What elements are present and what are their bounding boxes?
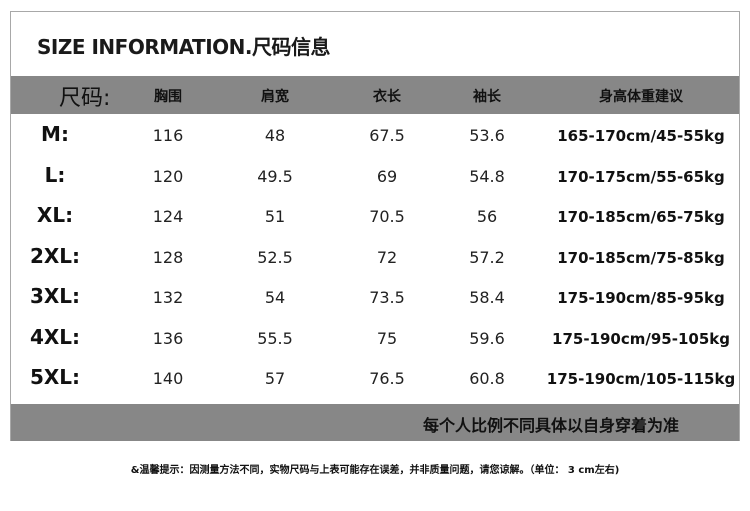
cell-sleeve: 57.2 — [469, 247, 505, 267]
cell-chest: 116 — [152, 126, 184, 145]
cell-size: 5XL: — [29, 365, 81, 389]
cell-size: XL: — [36, 203, 74, 227]
cell-size: 3XL: — [29, 284, 81, 308]
cell-chest: 124 — [152, 207, 184, 226]
cell-recommendation: 175-190cm/85-95kg — [557, 289, 725, 307]
cell-shoulder: 49.5 — [257, 166, 293, 186]
footer-bar: 每个人比例不同具体以自身穿着为准 — [11, 404, 739, 441]
cell-length: 75 — [376, 328, 398, 348]
cell-chest: 128 — [152, 247, 184, 267]
cell-length: 73.5 — [369, 288, 405, 307]
cell-sleeve: 53.6 — [469, 126, 505, 145]
cell-recommendation: 165-170cm/45-55kg — [557, 127, 725, 145]
cell-size: 2XL: — [29, 243, 81, 268]
cell-sleeve: 54.8 — [469, 166, 505, 186]
cell-recommendation: 175-190cm/95-105kg — [552, 329, 730, 348]
cell-length: 72 — [376, 247, 398, 267]
cell-shoulder: 57 — [264, 369, 286, 388]
cell-sleeve: 56 — [476, 207, 498, 226]
table-row: 5XL: 140 57 76.5 60.8 175-190cm/105-115kg — [11, 359, 739, 399]
cell-recommendation: 175-190cm/105-115kg — [546, 370, 736, 388]
cell-length: 70.5 — [369, 207, 405, 226]
cell-chest: 140 — [152, 369, 184, 388]
cell-recommendation: 170-175cm/55-65kg — [557, 167, 725, 186]
cell-shoulder: 48 — [264, 126, 286, 145]
table-row: XL: 124 51 70.5 56 170-185cm/65-75kg — [11, 197, 739, 237]
cell-sleeve: 58.4 — [469, 288, 505, 307]
header-shoulder: 肩宽 — [261, 89, 289, 105]
cell-shoulder: 55.5 — [257, 328, 293, 348]
cell-shoulder: 54 — [264, 288, 286, 307]
table-row: 2XL: 128 52.5 72 57.2 170-185cm/75-85kg — [11, 238, 739, 278]
cell-length: 69 — [376, 166, 398, 186]
cell-length: 67.5 — [369, 126, 405, 145]
cell-chest: 132 — [152, 288, 184, 307]
header-size: 尺码: — [59, 86, 111, 111]
header-recommendation: 身高体重建议 — [599, 89, 683, 105]
cell-sleeve: 59.6 — [469, 328, 505, 348]
table-header: 尺码: 胸围 肩宽 衣长 袖长 身高体重建议 — [11, 76, 739, 114]
cell-size: M: — [41, 122, 69, 146]
table-row: 4XL: 136 55.5 75 59.6 175-190cm/95-105kg — [11, 319, 739, 359]
header-length: 衣长 — [373, 89, 401, 105]
cell-recommendation: 170-185cm/65-75kg — [557, 208, 725, 226]
cell-size: L: — [44, 162, 66, 187]
cell-shoulder: 52.5 — [257, 247, 293, 267]
cell-chest: 120 — [152, 166, 184, 186]
cell-length: 76.5 — [369, 369, 405, 388]
cell-shoulder: 51 — [264, 207, 286, 226]
footer-note: 每个人比例不同具体以自身穿着为准 — [422, 416, 679, 435]
cell-chest: 136 — [152, 328, 184, 348]
table-row: 3XL: 132 54 73.5 58.4 175-190cm/85-95kg — [11, 278, 739, 318]
tip-text: &温馨提示：因测量方法不同，实物尺码与上表可能存在误差，并非质量问题，请您谅解。… — [130, 465, 620, 476]
cell-sleeve: 60.8 — [469, 369, 505, 388]
cell-size: 4XL: — [29, 324, 81, 349]
table-row: M: 116 48 67.5 53.6 165-170cm/45-55kg — [11, 116, 739, 156]
cell-recommendation: 170-185cm/75-85kg — [557, 248, 725, 267]
page-title: SIZE INFORMATION.尺码信息 — [37, 35, 330, 59]
header-chest: 胸围 — [154, 89, 182, 105]
table-row: L: 120 49.5 69 54.8 170-175cm/55-65kg — [11, 157, 739, 197]
header-sleeve: 袖长 — [473, 89, 501, 105]
